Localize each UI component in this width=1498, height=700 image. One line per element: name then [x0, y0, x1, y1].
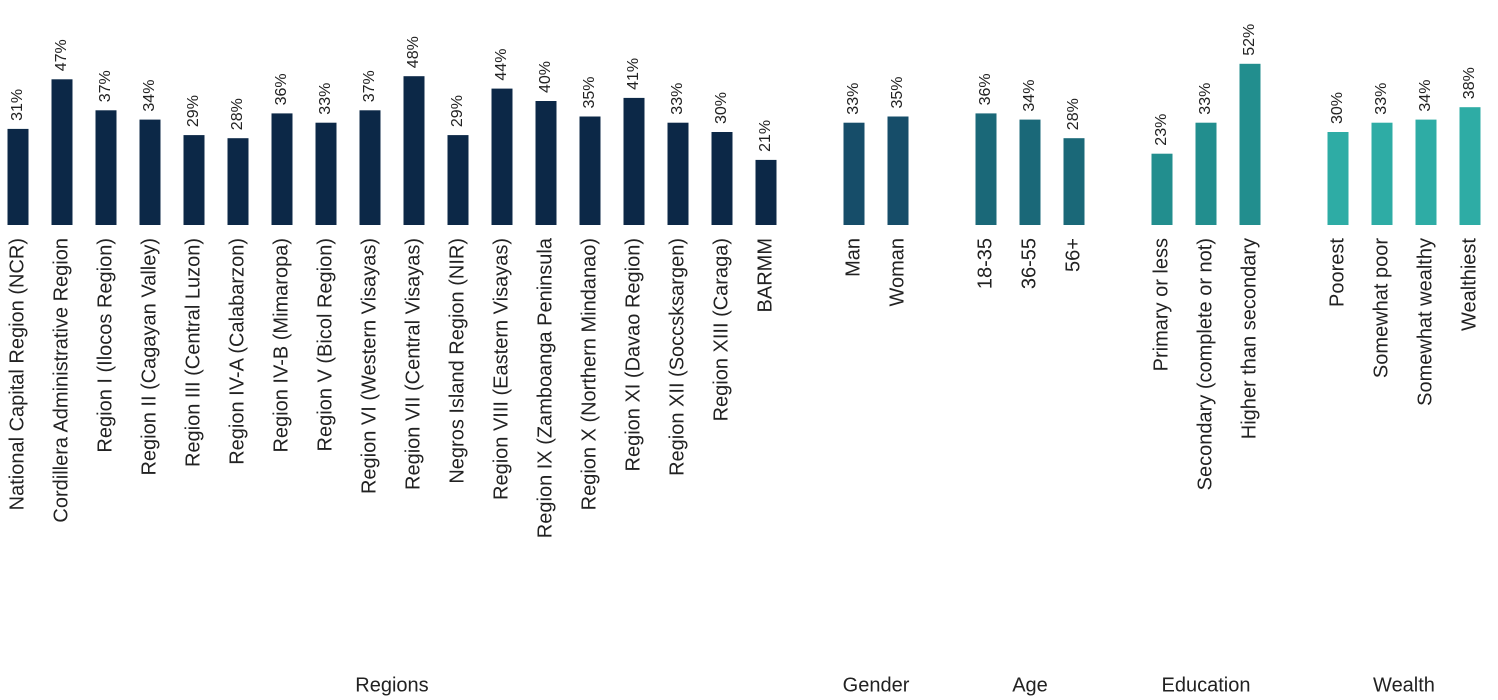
bar — [183, 135, 205, 225]
value-label: 47% — [53, 39, 70, 71]
value-label: 33% — [669, 83, 686, 115]
category-label: Secondary (complete or not) — [1194, 238, 1216, 490]
category-label: Region X (Northern Mindanao) — [578, 238, 600, 510]
category-label: 36-55 — [1018, 238, 1040, 289]
category-label: Region VII (Central Visayas) — [402, 238, 424, 490]
bar — [623, 97, 645, 225]
category-label: Poorest — [1326, 238, 1348, 307]
category-label: Region VI (Western Visayas) — [358, 238, 380, 494]
bar — [1327, 132, 1349, 225]
bar — [1195, 122, 1217, 225]
bar — [667, 122, 689, 225]
value-label: 40% — [537, 61, 554, 93]
value-label: 31% — [9, 89, 26, 121]
category-label: 18-35 — [974, 238, 996, 289]
bar — [755, 159, 777, 225]
bar — [1063, 138, 1085, 225]
value-label: 34% — [1417, 80, 1434, 112]
category-label: Woman — [886, 238, 908, 307]
category-label: 56+ — [1062, 238, 1084, 272]
value-label: 41% — [625, 58, 642, 90]
category-label: National Capital Region (NCR) — [6, 238, 28, 510]
bar — [1415, 119, 1437, 225]
bar — [491, 88, 513, 225]
category-label: Higher than secondary — [1238, 238, 1260, 439]
category-label: Region XIII (Caraga) — [710, 238, 732, 421]
bar — [711, 132, 733, 225]
bar — [843, 122, 865, 225]
bar — [95, 110, 117, 225]
category-label: Somewhat poor — [1370, 238, 1392, 378]
category-label: Region IV-A (Calabarzon) — [226, 238, 248, 465]
value-label: 44% — [493, 49, 510, 81]
bar — [403, 76, 425, 225]
category-label: Region XII (Soccsksargen) — [666, 238, 688, 476]
category-label: Region III (Central Luzon) — [182, 238, 204, 467]
category-label: Wealthiest — [1458, 238, 1480, 331]
bar — [579, 116, 601, 225]
value-label: 28% — [1065, 98, 1082, 130]
bar — [975, 113, 997, 225]
value-label: 36% — [273, 73, 290, 105]
value-label: 36% — [977, 73, 994, 105]
category-label: Region IV-B (Mimaropa) — [270, 238, 292, 453]
group-label: Education — [1162, 674, 1251, 696]
value-label: 30% — [1329, 92, 1346, 124]
group-label: Wealth — [1373, 674, 1435, 696]
value-label: 35% — [581, 76, 598, 108]
category-label: Primary or less — [1150, 238, 1172, 371]
value-label: 34% — [141, 80, 158, 112]
value-label: 33% — [1373, 83, 1390, 115]
bar — [227, 138, 249, 225]
bar — [1019, 119, 1041, 225]
category-label: Somewhat wealthy — [1414, 238, 1436, 406]
value-label: 52% — [1241, 24, 1258, 56]
value-label: 29% — [449, 95, 466, 127]
value-label: 48% — [405, 36, 422, 68]
group-label: Age — [1012, 674, 1048, 696]
bar — [1239, 63, 1261, 225]
value-label: 33% — [1197, 83, 1214, 115]
value-label: 38% — [1461, 67, 1478, 99]
value-label: 28% — [229, 98, 246, 130]
value-label: 35% — [889, 76, 906, 108]
category-label: Region XI (Davao Region) — [622, 238, 644, 471]
category-label: Region IX (Zamboanga Peninsula — [534, 237, 556, 538]
value-label: 21% — [757, 120, 774, 152]
category-label: Man — [842, 238, 864, 277]
bar — [359, 110, 381, 225]
value-label: 37% — [97, 70, 114, 102]
group-label: Gender — [843, 674, 910, 696]
bar — [535, 101, 557, 225]
value-label: 29% — [185, 95, 202, 127]
value-label: 23% — [1153, 114, 1170, 146]
category-label: Cordillera Administrative Region — [50, 238, 72, 523]
bar — [1371, 122, 1393, 225]
bar — [271, 113, 293, 225]
bar — [1459, 107, 1481, 225]
bar — [887, 116, 909, 225]
category-label: Region II (Cagayan Valley) — [138, 238, 160, 476]
bar — [447, 135, 469, 225]
bar — [51, 79, 73, 225]
group-label: Regions — [355, 674, 428, 696]
category-label: Region VIII (Eastern Visayas) — [490, 238, 512, 500]
value-label: 30% — [713, 92, 730, 124]
value-label: 33% — [845, 83, 862, 115]
category-label: Region V (Bicol Region) — [314, 238, 336, 451]
bar — [139, 119, 161, 225]
value-label: 34% — [1021, 80, 1038, 112]
category-label: Region I (Ilocos Region) — [94, 238, 116, 453]
value-label: 37% — [361, 70, 378, 102]
bar — [1151, 153, 1173, 225]
category-label: Negros Island Region (NIR) — [446, 238, 468, 484]
bar — [315, 122, 337, 225]
category-label: BARMM — [754, 238, 776, 312]
value-label: 33% — [317, 83, 334, 115]
bar — [7, 128, 29, 225]
